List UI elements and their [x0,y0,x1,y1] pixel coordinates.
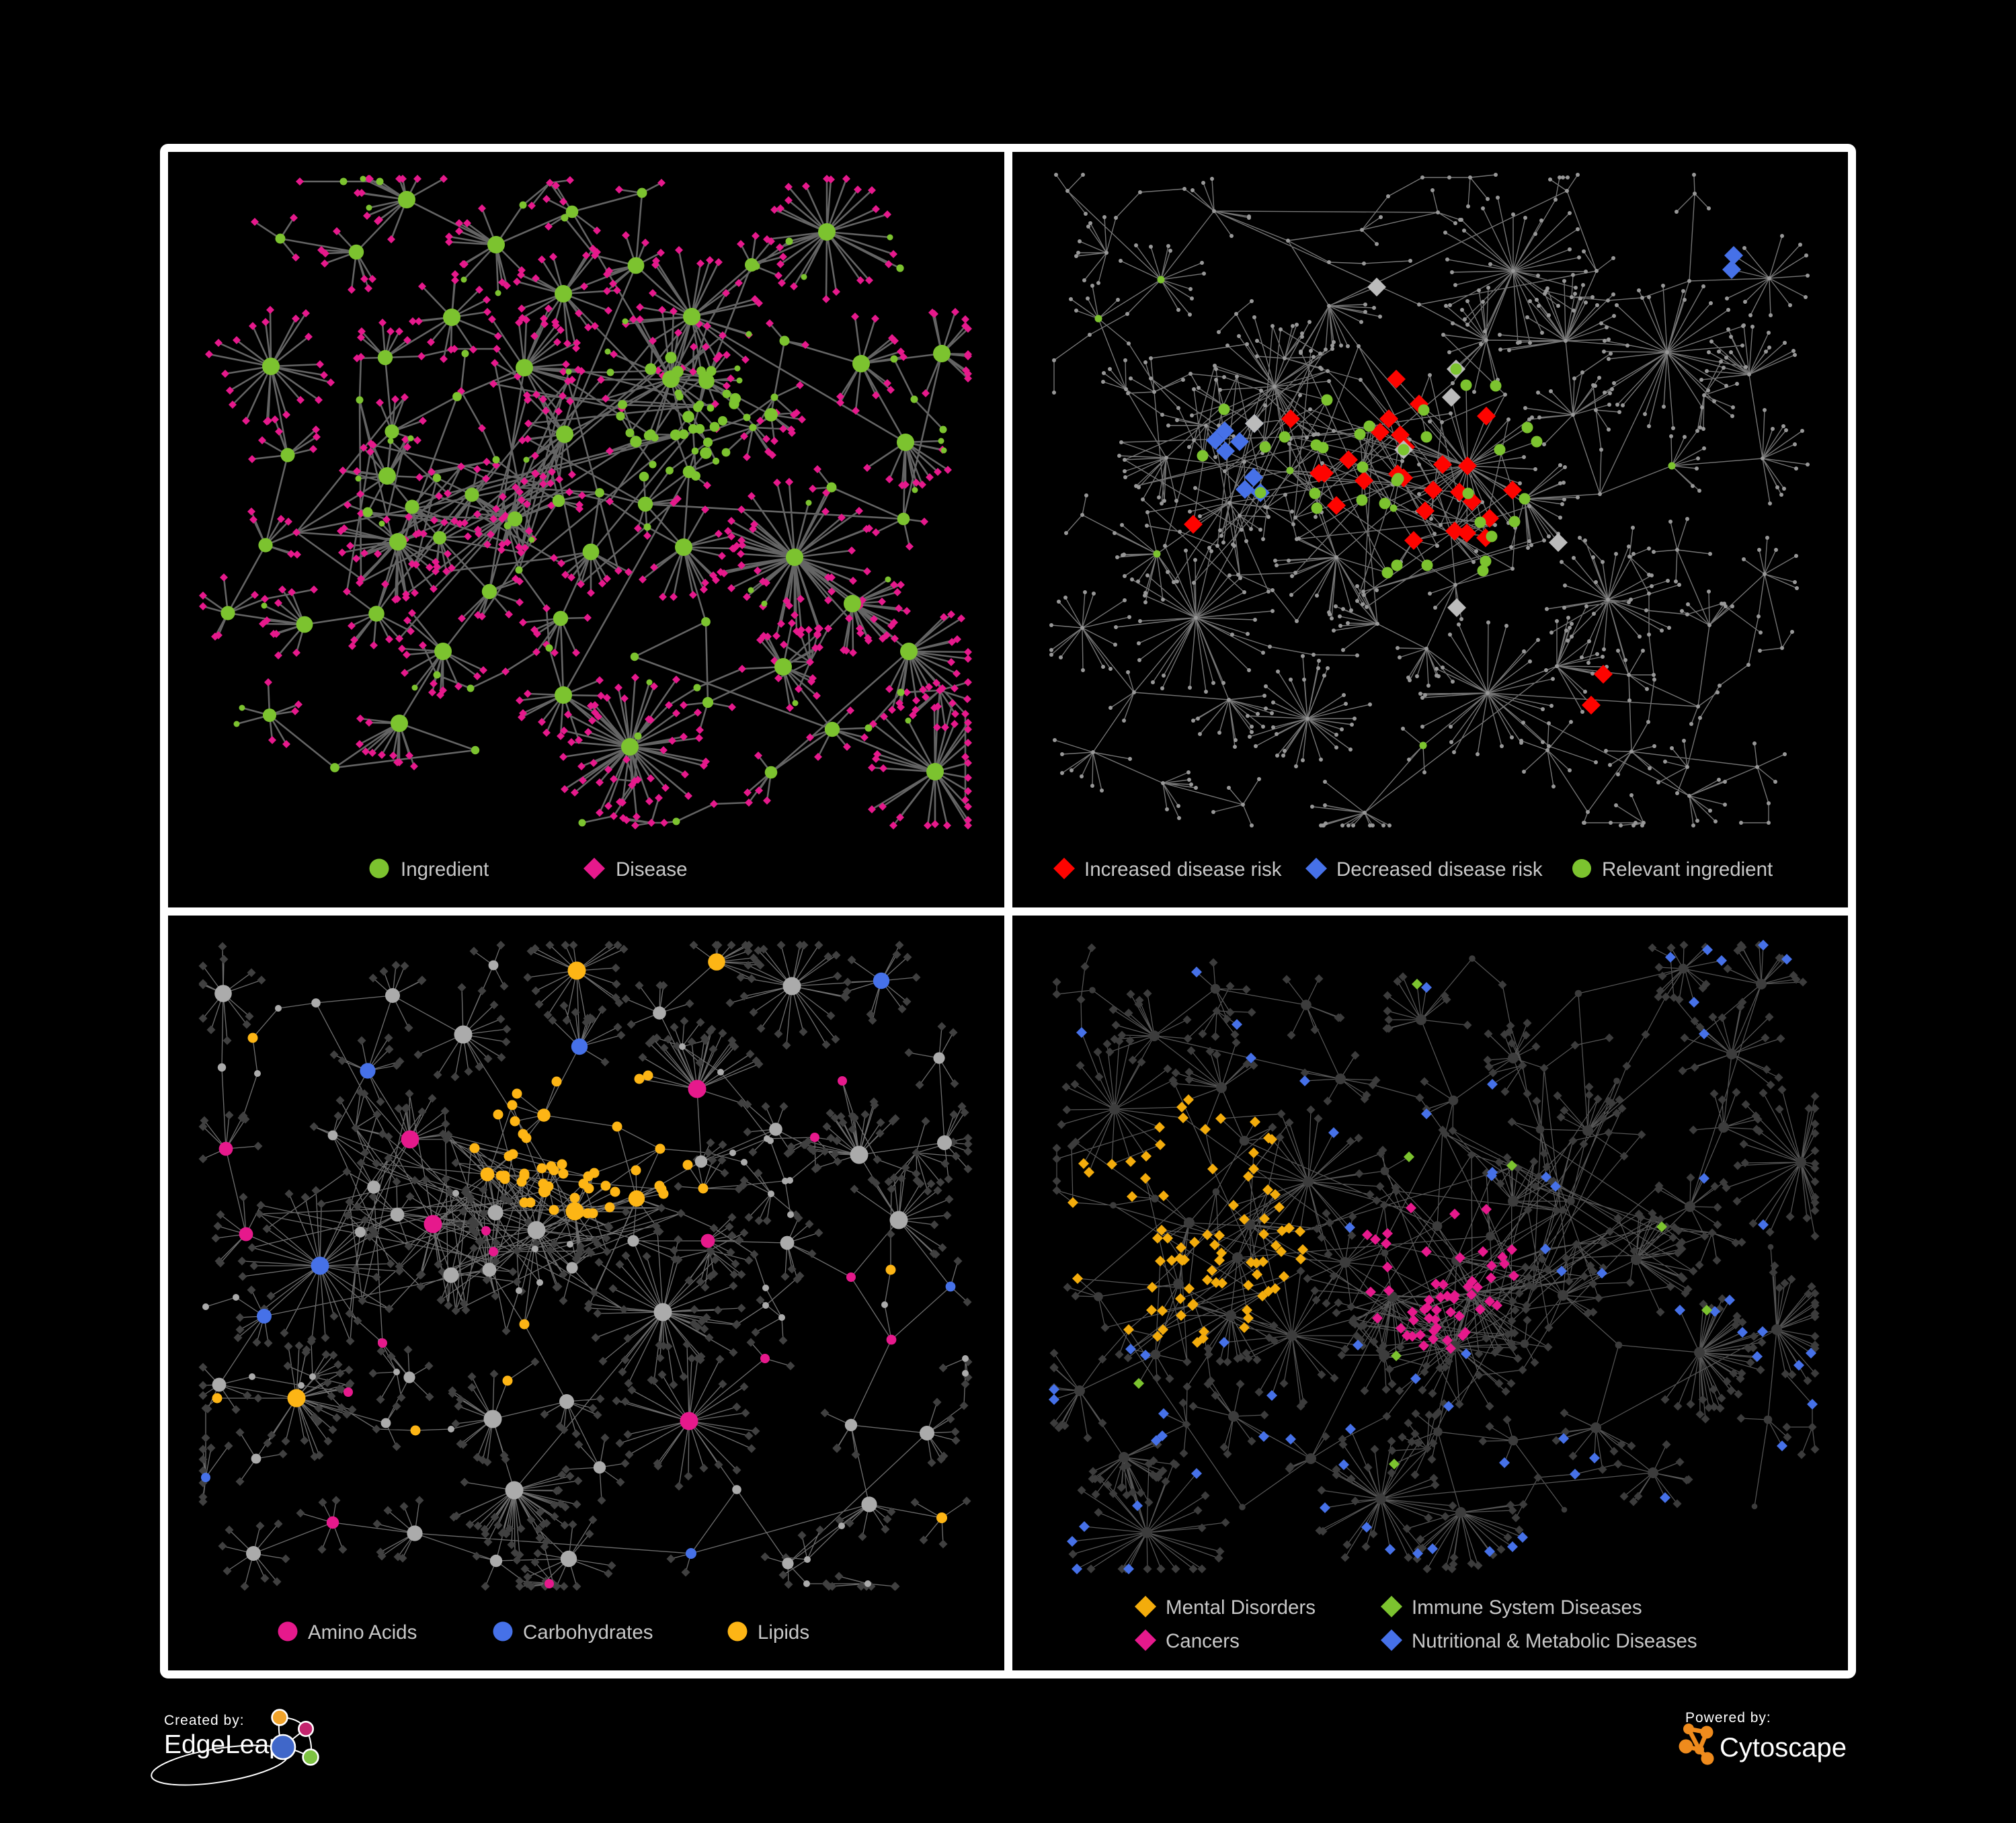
svg-text:Mental Disorders: Mental Disorders [1166,1596,1316,1619]
svg-text:Lipids: Lipids [758,1621,809,1644]
svg-text:Immune System Diseases: Immune System Diseases [1412,1596,1642,1619]
svg-text:Carbohydrates: Carbohydrates [523,1621,653,1644]
svg-text:EdgeLeap: EdgeLeap [164,1730,284,1759]
svg-text:Cytoscape: Cytoscape [1720,1733,1847,1763]
svg-text:Amino Acids: Amino Acids [308,1621,417,1644]
svg-text:Increased disease risk: Increased disease risk [1084,858,1282,881]
svg-text:Disease: Disease [616,858,688,881]
svg-text:Ingredient: Ingredient [401,858,489,881]
svg-text:Relevant ingredient: Relevant ingredient [1602,858,1773,881]
svg-text:Nutritional & Metabolic Diseas: Nutritional & Metabolic Diseases [1412,1630,1697,1652]
svg-text:Cancers: Cancers [1166,1630,1240,1652]
svg-text:Powered by:: Powered by: [1685,1710,1771,1726]
svg-text:Decreased disease risk: Decreased disease risk [1336,858,1543,881]
svg-text:Created by:: Created by: [164,1713,245,1728]
